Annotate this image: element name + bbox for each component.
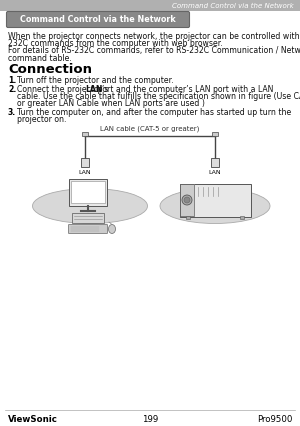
Text: Turn off the projector and the computer.: Turn off the projector and the computer. [17,76,174,85]
Text: ViewSonic: ViewSonic [8,415,58,424]
Text: projector on.: projector on. [17,115,67,124]
Text: LAN: LAN [85,85,103,94]
Text: cable. Use the cable that fulfills the specification shown in figure (Use CAT-5: cable. Use the cable that fulfills the s… [17,92,300,101]
Text: Turn the computer on, and after the computer has started up turn the: Turn the computer on, and after the comp… [17,108,291,117]
Bar [81,158,89,167]
Bar [240,216,244,219]
Text: Pro9500: Pro9500 [256,415,292,424]
Text: 232C commands from the computer with web browser.: 232C commands from the computer with web… [8,39,223,48]
Ellipse shape [109,225,116,233]
Text: 199: 199 [142,415,158,424]
Text: Command Control via the Network: Command Control via the Network [20,15,176,24]
Bar [180,184,194,216]
Bar [71,181,105,203]
Text: command table.: command table. [8,54,72,63]
Ellipse shape [184,197,190,203]
FancyBboxPatch shape [68,225,107,233]
Bar [0,0,300,11]
Text: When the projector connects network, the projector can be controlled with RS-: When the projector connects network, the… [8,32,300,41]
Text: 2.: 2. [8,85,16,94]
Bar [186,216,190,219]
Text: 1.: 1. [8,76,16,85]
FancyBboxPatch shape [7,12,190,28]
FancyBboxPatch shape [179,184,250,216]
Ellipse shape [160,188,270,224]
Text: LAN: LAN [79,170,91,175]
Text: 3.: 3. [8,108,16,117]
Text: Command Control via the Network: Command Control via the Network [172,3,294,9]
Text: or greater LAN Cable when LAN ports are used ): or greater LAN Cable when LAN ports are … [17,99,205,108]
Ellipse shape [32,188,148,224]
Bar [211,158,219,167]
Ellipse shape [182,195,192,205]
Text: LAN: LAN [209,170,221,175]
Text: LAN cable (CAT-5 or greater): LAN cable (CAT-5 or greater) [100,126,200,132]
Text: Connection: Connection [8,63,92,76]
Bar [212,132,218,136]
Text: Connect the projector’s: Connect the projector’s [17,85,111,94]
Bar [82,132,88,136]
Text: For details of RS-232C commands, refer to RS-232C Communication / Network: For details of RS-232C commands, refer t… [8,46,300,55]
Bar [72,213,104,223]
FancyBboxPatch shape [69,178,107,206]
Text: port and the computer’s LAN port with a LAN: port and the computer’s LAN port with a … [95,85,273,94]
